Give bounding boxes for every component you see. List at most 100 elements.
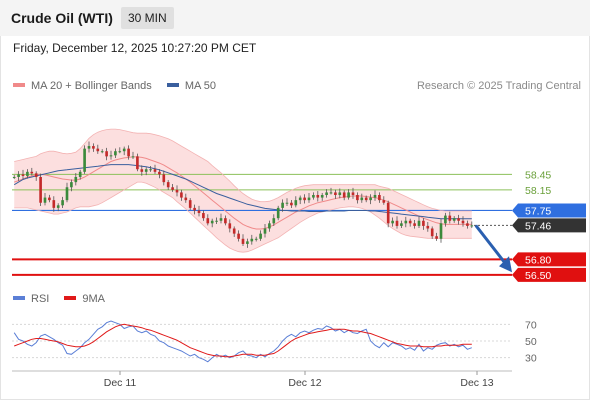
candle-body bbox=[312, 195, 315, 198]
candle-body bbox=[109, 155, 113, 157]
candle-body bbox=[92, 146, 95, 149]
candle-body bbox=[422, 220, 425, 226]
resistance-label-58-15: 58.15 bbox=[525, 185, 551, 197]
candle-body bbox=[100, 151, 104, 153]
x-tick-label: Dec 11 bbox=[104, 377, 137, 389]
candle-body bbox=[34, 173, 38, 177]
candle-body bbox=[294, 200, 298, 206]
candle-body bbox=[303, 197, 306, 201]
candle-body bbox=[356, 195, 359, 201]
candle-body bbox=[188, 200, 192, 208]
support-tag-56-50 bbox=[512, 267, 586, 282]
candle-body bbox=[444, 215, 447, 224]
candle-body bbox=[149, 169, 152, 171]
candle-body bbox=[48, 197, 51, 201]
candle-body bbox=[400, 223, 403, 226]
candle-body bbox=[386, 202, 390, 224]
candle-body bbox=[285, 202, 289, 204]
candle-body bbox=[70, 182, 73, 188]
candle-body bbox=[219, 218, 223, 221]
candle-body bbox=[325, 192, 328, 195]
candle-body bbox=[342, 192, 346, 198]
candle-body bbox=[364, 197, 368, 201]
candle-body bbox=[215, 220, 218, 222]
candle-body bbox=[320, 195, 324, 198]
forecast-arrow-shaft bbox=[474, 224, 508, 266]
candle-body bbox=[171, 187, 174, 190]
candle-body bbox=[461, 220, 465, 224]
candle-body bbox=[298, 197, 302, 201]
candle-body bbox=[12, 176, 16, 178]
candle-body bbox=[316, 195, 320, 198]
candle-body bbox=[360, 197, 364, 201]
candle-body bbox=[338, 192, 342, 195]
x-tick-label: Dec 12 bbox=[288, 377, 321, 389]
candle-body bbox=[26, 171, 29, 176]
candle-body bbox=[162, 174, 166, 183]
candle-body bbox=[83, 148, 86, 172]
candle-body bbox=[175, 189, 179, 193]
interval-button[interactable]: 30 MIN bbox=[121, 7, 174, 29]
rsi-legend: RSI 9MA bbox=[13, 293, 105, 305]
pivot-tag-57-75 bbox=[512, 203, 586, 218]
candle-body bbox=[329, 192, 333, 194]
legend-swatch-ma50 bbox=[166, 83, 179, 88]
candle-body bbox=[30, 171, 34, 174]
instrument-title: Crude Oil (WTI) bbox=[11, 10, 113, 26]
legend-item-9ma: 9MA bbox=[64, 293, 105, 305]
legend-swatch-ma20 bbox=[13, 83, 25, 88]
candle-body bbox=[254, 238, 258, 240]
candle-body bbox=[184, 197, 188, 201]
candle-body bbox=[435, 236, 438, 239]
rsi-tick-label-30: 30 bbox=[525, 353, 537, 365]
legend-swatch-9ma bbox=[64, 296, 77, 301]
legend-label-9ma: 9MA bbox=[82, 293, 106, 305]
rsi-tick-label-70: 70 bbox=[525, 319, 537, 331]
x-tick-label: Dec 13 bbox=[460, 377, 493, 389]
9ma-series-line bbox=[14, 323, 472, 358]
candle-body bbox=[281, 202, 284, 208]
candle-body bbox=[136, 156, 139, 170]
candle-body bbox=[395, 220, 399, 226]
candle-body bbox=[96, 148, 100, 152]
candle-body bbox=[430, 228, 434, 237]
candle-body bbox=[290, 202, 293, 206]
candle-body bbox=[122, 148, 126, 152]
candle-body bbox=[153, 169, 157, 172]
candle-body bbox=[158, 171, 161, 175]
candle-body bbox=[268, 223, 271, 229]
candle-body bbox=[378, 195, 381, 201]
candle-body bbox=[140, 169, 144, 172]
candle-body bbox=[373, 195, 377, 198]
candle-body bbox=[114, 151, 117, 156]
candle-body bbox=[61, 200, 64, 206]
candle-body bbox=[391, 220, 394, 224]
candle-body bbox=[127, 148, 130, 157]
candle-body bbox=[241, 238, 245, 244]
candle-body bbox=[347, 192, 350, 198]
research-credit: Research © 2025 Trading Central bbox=[416, 80, 581, 92]
ma50-line bbox=[13, 164, 472, 220]
header-bar: Crude Oil (WTI) 30 MIN bbox=[0, 0, 590, 36]
forecast-arrow-head bbox=[499, 256, 512, 273]
candle-body bbox=[193, 207, 196, 211]
candle-body bbox=[87, 146, 91, 149]
candle-body bbox=[228, 223, 232, 229]
rsi-series-line bbox=[13, 320, 472, 363]
rsi-tick-label-50: 50 bbox=[525, 336, 537, 348]
candle-body bbox=[439, 223, 443, 239]
candle-body bbox=[224, 218, 227, 224]
candle-body bbox=[131, 156, 135, 158]
candle-body bbox=[21, 174, 25, 176]
candle-body bbox=[369, 197, 372, 201]
legend-label-ma20: MA 20 + Bollinger Bands bbox=[31, 80, 152, 92]
candle-body bbox=[334, 192, 337, 195]
candle-body bbox=[408, 220, 412, 224]
candle-body bbox=[351, 192, 355, 195]
candle-body bbox=[232, 228, 236, 234]
candle-body bbox=[448, 215, 452, 221]
legend-item-ma50: MA 50 bbox=[166, 80, 216, 92]
legend-label-rsi: RSI bbox=[31, 293, 50, 305]
candle-body bbox=[144, 169, 148, 172]
